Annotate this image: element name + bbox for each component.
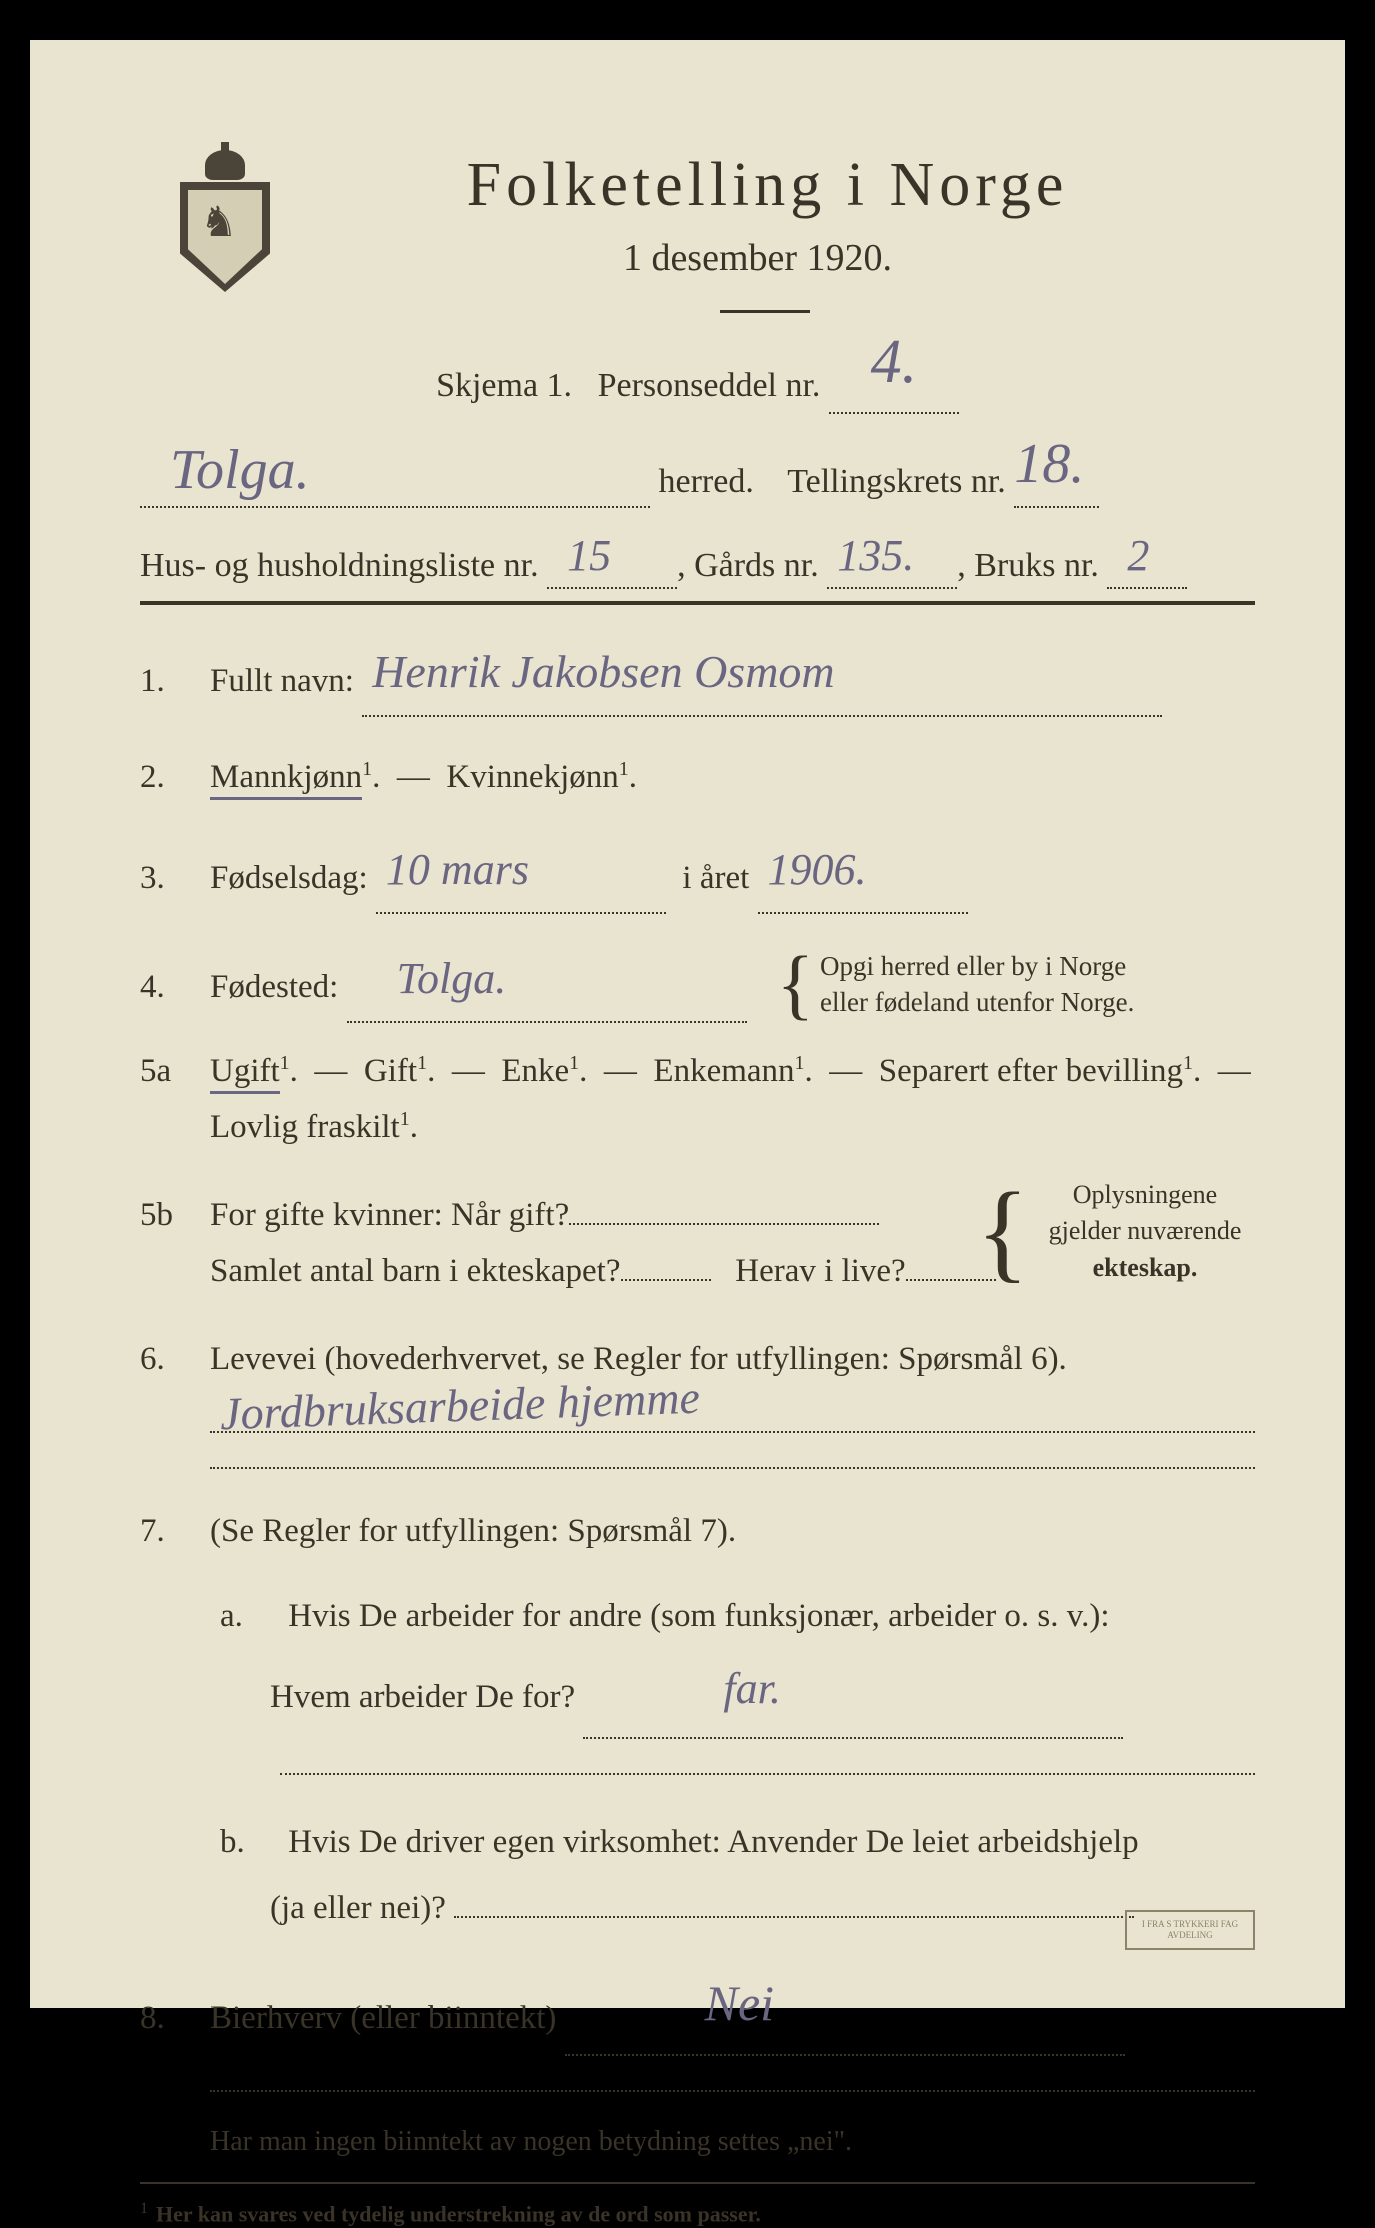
q5a-enke: Enke [501,1053,569,1089]
q5b-l2b: Herav i live? [735,1253,905,1289]
hus-value: 15 [567,530,611,581]
skjema-line: Skjema 1. Personseddel nr. 4. [140,341,1255,414]
q6-line2 [210,1467,1255,1469]
printer-stamp: I FRA S TRYKKERI FAG AVDELING [1125,1910,1255,1950]
q7b-l2: (ja eller nei)? [270,1890,446,1926]
q7a-value: far. [723,1645,780,1733]
q4-value: Tolga. [397,942,507,1017]
q5a-row: 5a Ugift1. — Gift1. — Enke1. — Enkemann1… [140,1043,1255,1155]
skjema-prefix: Skjema 1. [436,367,572,404]
closing-note: Har man ingen biinntekt av nogen betydni… [210,2126,1255,2158]
q2-num: 2. [140,759,210,796]
personseddel-value: 4. [871,327,918,398]
q7b-row: b. Hvis De driver egen virksomhet: Anven… [210,1809,1255,1941]
q5b-row: 5b For gifte kvinner: Når gift? Samlet a… [140,1187,1255,1299]
brace-icon: { [976,1193,1029,1270]
q8-row: 8. Bierhverv (eller biinntekt) Nei [140,1969,1255,2056]
q1-row: 1. Fullt navn: Henrik Jakobsen Osmom [140,637,1255,717]
q5a-ugift: Ugift [210,1053,280,1094]
form-title: Folketelling i Norge [280,150,1255,221]
q4-num: 4. [140,969,210,1006]
q3-year-label: i året [682,860,749,896]
herred-label: herred. [659,463,754,500]
q8-label: Bierhverv (eller biinntekt) [210,2000,556,2036]
hus-line: Hus- og husholdningsliste nr. 15 , Gårds… [140,536,1255,589]
q8-num: 8. [140,2000,210,2037]
title-rule [720,310,810,313]
q5b-num: 5b [140,1197,210,1234]
bruks-value: 2 [1127,530,1149,581]
q7a-row: a. Hvis De arbeider for andre (som funks… [210,1583,1255,1739]
coat-of-arms-icon: ♞ [170,150,280,300]
q7b-letter: b. [220,1809,280,1875]
form-subtitle: 1 desember 1920. [260,236,1255,280]
footnote: 1Her kan svares ved tydelig understrekni… [140,2200,1255,2227]
q5b-l1: For gifte kvinner: Når gift? [210,1197,569,1233]
q7a-l2: Hvem arbeider De for? [270,1679,575,1715]
q7a-line2 [280,1773,1255,1775]
footnote-rule [140,2182,1255,2184]
q5a-separert: Separert efter bevilling [879,1053,1183,1089]
gards-value: 135. [837,530,914,581]
census-form-page: ♞ Folketelling i Norge 1 desember 1920. … [30,40,1345,2008]
personseddel-label: Personseddel nr. [598,367,821,404]
tellingskrets-label: Tellingskrets nr. [787,463,1006,500]
q5a-num: 5a [140,1053,210,1090]
q7-label: (Se Regler for utfyllingen: Spørsmål 7). [210,1513,736,1549]
gards-label: , Gårds nr. [677,547,819,584]
q3-year-value: 1906. [768,833,867,908]
q2-mann: Mannkjønn [210,759,362,800]
q3-label: Fødselsdag: [210,860,368,896]
q1-value: Henrik Jakobsen Osmom [372,633,834,711]
tellingskrets-value: 18. [1014,432,1084,496]
q1-label: Fullt navn: [210,663,354,699]
hus-label: Hus- og husholdningsliste nr. [140,547,539,584]
q3-row: 3. Fødselsdag: 10 mars i året 1906. [140,837,1255,914]
q2-kvinne: Kvinnekjønn [446,759,618,795]
brace-icon: { [777,953,814,1015]
q8-line2 [210,2090,1255,2092]
q5a-gift: Gift [364,1053,417,1089]
q5a-fraskilt: Lovlig fraskilt [210,1109,400,1145]
q7a-letter: a. [220,1583,280,1649]
section-rule [140,601,1255,605]
herred-value: Tolga. [170,438,310,502]
q4-row: 4. Fødested: Tolga. { Opgi herred eller … [140,946,1255,1023]
q8-value: Nei [705,1961,774,2046]
q5b-note-group: { Oplysningene gjelder nuværende ekteska… [976,1177,1255,1286]
q7b-l1: Hvis De driver egen virksomhet: Anvender… [288,1824,1138,1860]
q1-num: 1. [140,663,210,700]
q3-day-value: 10 mars [386,833,529,908]
q7a-l1: Hvis De arbeider for andre (som funksjon… [288,1598,1109,1634]
herred-line: Tolga. herred. Tellingskrets nr. 18. [140,442,1255,508]
form-header: ♞ Folketelling i Norge 1 desember 1920. [140,150,1255,280]
q3-num: 3. [140,860,210,897]
q6-num: 6. [140,1341,210,1378]
q2-row: 2. Mannkjønn1. — Kvinnekjønn1. [140,749,1255,805]
q4-label: Fødested: [210,969,338,1005]
q7-num: 7. [140,1513,210,1550]
q7-row: 7. (Se Regler for utfyllingen: Spørsmål … [140,1503,1255,1559]
bruks-label: , Bruks nr. [957,547,1099,584]
q5b-l2a: Samlet antal barn i ekteskapet? [210,1253,621,1289]
q5a-enkemann: Enkemann [653,1053,794,1089]
q4-note: Opgi herred eller by i Norge eller fødel… [820,948,1134,1021]
